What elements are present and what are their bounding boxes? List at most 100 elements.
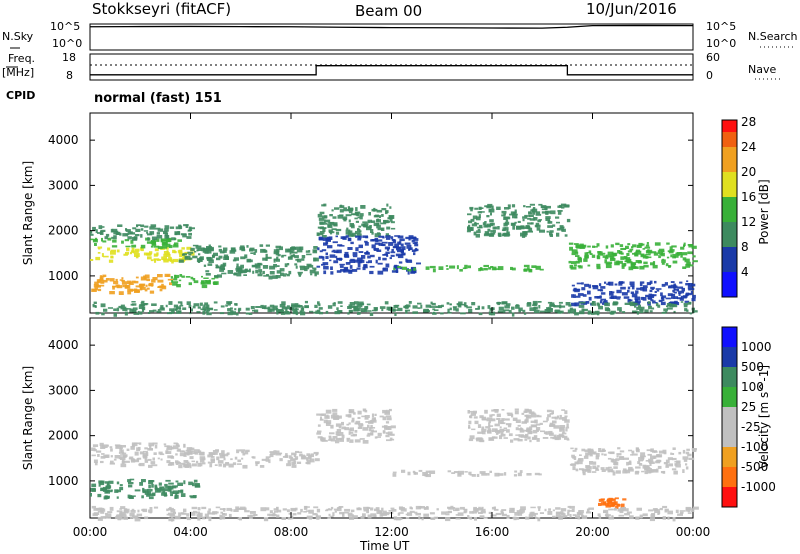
power-cell [127,231,133,234]
power-cell [93,301,97,304]
velocity-cell [137,509,140,513]
velocity-cell [530,420,537,423]
velocity-cell [505,423,512,426]
power-cell [177,231,180,235]
velocity-cell [546,417,549,421]
power-cell [345,214,352,217]
power-cell [617,307,622,311]
velocity-cell [169,489,172,492]
velocity-cell [667,510,673,515]
velocity-cell [572,514,577,517]
velocity-cell [100,480,105,484]
velocity-cell [649,461,655,464]
power-cell [479,211,485,213]
velocity-cell [90,487,96,492]
velocity-cell [656,468,659,473]
velocity-cell [596,468,599,471]
velocity-cell [348,431,351,435]
power-cell [671,296,675,299]
power-cell [101,237,103,242]
velocity-cell [131,514,135,518]
power-cell [534,224,538,228]
velocity-cell [212,511,216,515]
power-cell [144,289,148,292]
power-cell [388,215,394,219]
velocity-cell [299,454,305,457]
power-cell [654,280,657,284]
power-cell [118,291,124,295]
power-cell [176,284,181,288]
velocity-cell [348,422,351,425]
velocity-cell [628,468,634,472]
power-cell [596,263,601,268]
power-cell [208,259,214,264]
power-cell [364,264,367,267]
power-cell [358,251,364,253]
power-cell [323,270,327,275]
velocity-region-0 [90,478,201,500]
velocity-cell [138,442,142,445]
velocity-cell [665,459,670,464]
power-cell [654,242,661,246]
power-cell [109,278,115,282]
velocity-cell [562,417,567,421]
velocity-cell [485,426,491,429]
velocity-cell [546,409,552,413]
power-cell [218,248,223,252]
power-cell [122,285,125,288]
power-cell [286,305,290,310]
power-cell [394,312,397,316]
x-tick-label-4: 16:00 [475,525,510,539]
power-cell [376,219,381,223]
power-cell [638,242,643,247]
power-cell [327,225,333,229]
velocity-cell [232,462,237,466]
power-cell [277,265,280,267]
velocity-cell [189,447,195,451]
velocity-cell [608,468,614,472]
velocity-cell [339,511,344,515]
power-cell [645,253,651,256]
power-cell [310,273,313,276]
velocity-cell [370,424,373,429]
power-cell [111,228,118,233]
velocity-cell [687,512,692,514]
velocity-cell [571,463,577,466]
power-cell [404,306,409,309]
power-cell [456,265,459,270]
velocity-cell [682,449,686,454]
velocity-cell [338,426,342,429]
velocity-cell [564,419,570,423]
velocity-cell [585,452,589,457]
power-cell [571,253,576,256]
velocity-cell [210,459,215,463]
velocity-cell [286,509,290,513]
velocity-cell [591,471,597,473]
power-cell [388,242,394,246]
velocity-cell [455,517,461,520]
power-cell [441,304,444,307]
power-cell [560,310,564,314]
power-cell [156,252,159,256]
power-cell [343,266,349,271]
power-cell [113,281,119,285]
vel-bar-7 [722,447,737,467]
power-cell [658,255,661,259]
power-cell [127,288,134,292]
power-cell [604,307,610,311]
power-cell [686,280,689,283]
power-cell [446,268,449,270]
power-cell [159,288,163,292]
power-cell [352,255,358,258]
velocity-cell [622,498,627,501]
beam-title: Beam 00 [355,2,423,20]
power-cell [483,233,489,237]
power-cell [650,299,654,302]
velocity-cell [124,508,130,513]
power-cell [179,254,183,258]
power-cell [478,206,482,210]
velocity-cell [168,507,174,510]
velocity-cell [316,432,321,435]
velocity-cell [306,461,311,465]
power-cell [181,247,185,250]
